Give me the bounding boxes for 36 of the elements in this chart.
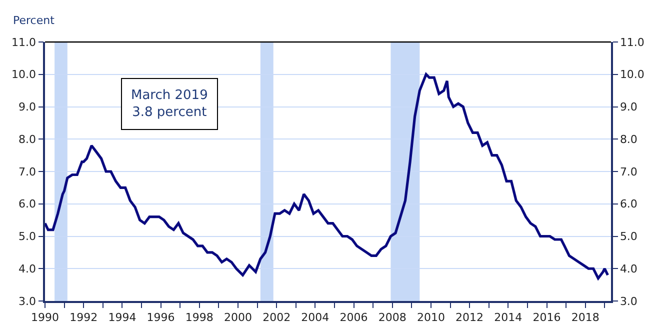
x-tick-label: 2018 bbox=[571, 310, 600, 324]
y-axis-title: Percent bbox=[13, 14, 56, 27]
y2-tick-label: 4.0 bbox=[620, 262, 638, 276]
x-tick-label: 1996 bbox=[146, 310, 175, 324]
y2-tick-label: 8.0 bbox=[620, 132, 638, 146]
annotation: March 2019 3.8 percent bbox=[131, 88, 208, 120]
y-tick-label: 10.0 bbox=[12, 68, 36, 82]
x-tick-label: 1994 bbox=[108, 310, 136, 324]
y-tick-label: 8.0 bbox=[18, 132, 36, 146]
y2-tick-label: 5.0 bbox=[620, 230, 638, 244]
x-tick-label: 1998 bbox=[185, 310, 214, 324]
x-tick-label: 2014 bbox=[494, 310, 522, 324]
x-tick-label: 2010 bbox=[416, 310, 445, 324]
x-tick-label: 2012 bbox=[456, 310, 484, 324]
y-tick-label: 11.0 bbox=[12, 36, 36, 49]
y2-tick-label: 6.0 bbox=[620, 198, 638, 211]
y2-tick-label: 3.0 bbox=[620, 294, 638, 308]
x-tick-label: 2008 bbox=[378, 310, 406, 324]
x-tick-label: 2016 bbox=[532, 310, 561, 324]
x-tick-label: 2006 bbox=[340, 310, 368, 324]
x-tick-label: 2000 bbox=[224, 310, 252, 324]
y2-tick-label: 7.0 bbox=[620, 165, 638, 178]
y2-tick-label: 9.0 bbox=[620, 100, 638, 114]
x-tick-label: 2004 bbox=[301, 310, 330, 324]
line-series bbox=[45, 73, 610, 280]
y-tick-label: 6.0 bbox=[18, 198, 36, 211]
y-tick-label: 3.0 bbox=[18, 294, 36, 308]
y-tick-label: 7.0 bbox=[18, 165, 36, 178]
y-tick-label: 9.0 bbox=[18, 100, 36, 114]
y2-tick-label: 10.0 bbox=[620, 68, 644, 82]
x-tick-label: 1992 bbox=[70, 310, 98, 324]
y2-tick-label: 11.0 bbox=[620, 36, 644, 49]
x-tick-label: 1990 bbox=[31, 310, 59, 324]
y-tick-label: 4.0 bbox=[18, 262, 36, 276]
x-tick-label: 2002 bbox=[262, 310, 291, 324]
y-tick-label: 5.0 bbox=[18, 230, 36, 244]
